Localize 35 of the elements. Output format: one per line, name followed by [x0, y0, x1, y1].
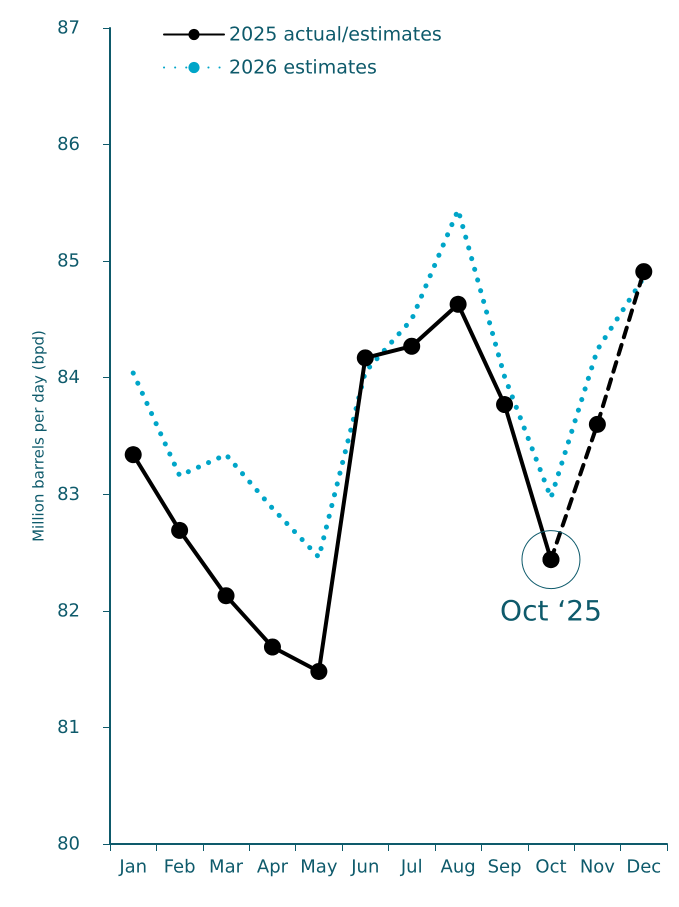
x-tick-label: Dec — [626, 856, 662, 878]
x-tick-label: Jan — [118, 856, 148, 878]
y-tick-label: 80 — [57, 834, 80, 854]
point — [496, 396, 514, 414]
point — [171, 522, 188, 539]
y-tick-label: 87 — [57, 18, 80, 38]
annotation: Oct ‘25 — [500, 594, 602, 628]
point — [218, 587, 235, 604]
x-tick-label: Feb — [164, 856, 196, 878]
legend-label: 2026 estimates — [229, 56, 377, 78]
point — [356, 349, 374, 366]
y-axis-title: Million barrels per day (bpd) — [30, 330, 48, 542]
y-tick-label: 81 — [57, 716, 80, 738]
x-tick-label: Nov — [580, 856, 616, 878]
point — [635, 263, 652, 280]
y-tick-label: 82 — [57, 600, 80, 622]
x-tick-label: May — [300, 856, 338, 878]
x-tick-label: Jul — [400, 856, 423, 878]
y-tick-label: 86 — [57, 134, 80, 156]
point — [403, 338, 420, 355]
x-tick-label: Oct — [535, 856, 567, 878]
y-tick-label: 85 — [57, 250, 80, 272]
x-tick-label: Apr — [256, 856, 289, 878]
point — [450, 296, 467, 313]
x-tick-label: Mar — [209, 856, 244, 878]
y-tick-label: 84 — [57, 367, 80, 388]
point — [310, 662, 328, 680]
legend-label: 2025 actual/estimates — [229, 24, 442, 46]
x-tick-label: Sep — [488, 856, 522, 878]
point — [124, 446, 142, 464]
y-tick-label: 83 — [57, 484, 80, 505]
point — [588, 416, 606, 433]
x-tick-label: Aug — [440, 856, 476, 878]
point — [264, 638, 281, 656]
x-tick-label: Jun — [350, 856, 380, 878]
